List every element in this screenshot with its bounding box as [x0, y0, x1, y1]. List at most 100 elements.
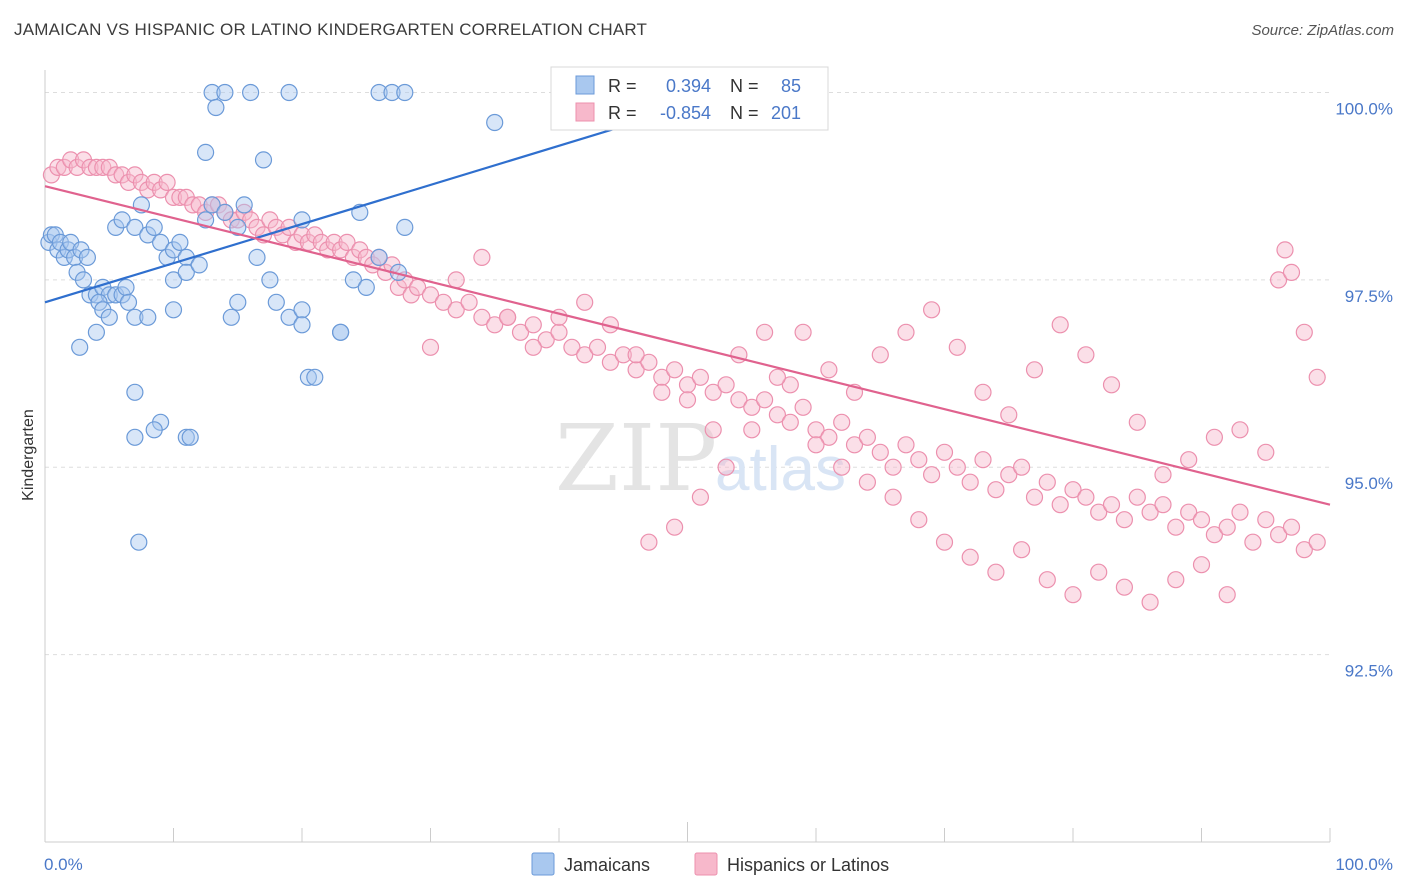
- hispanics-point-18: [158, 173, 176, 191]
- jamaicans-point-68: [370, 83, 388, 102]
- jamaicans-point-76: [139, 308, 157, 326]
- hispanics-point-167: [1205, 428, 1224, 446]
- hispanics-point-111: [1102, 496, 1121, 514]
- hispanics-point-132: [524, 338, 542, 356]
- hispanics-point-162: [1282, 263, 1301, 281]
- x-tick-label-1: 100.0%: [1335, 855, 1393, 874]
- hispanics-point-68: [550, 323, 568, 341]
- hispanics-point-168: [1180, 451, 1198, 469]
- hispanics-point-87: [794, 398, 812, 416]
- jamaicans-point-67: [396, 218, 414, 236]
- hispanics-trend-line: [44, 185, 1331, 506]
- jamaicans-point-10: [78, 248, 97, 266]
- jamaicans-point-26: [113, 211, 131, 229]
- stats-n-label-pink: N =: [730, 103, 759, 123]
- hispanics-point-183: [794, 323, 812, 341]
- hispanics-point-108: [1064, 481, 1082, 499]
- hispanics-point-158: [1192, 556, 1211, 574]
- jamaicans-point-77: [164, 301, 183, 319]
- y-tick-label-1: 95.0%: [1345, 474, 1393, 493]
- hispanics-point-141: [755, 323, 774, 341]
- hispanics-point-187: [691, 488, 710, 506]
- x-tick-labels: 0.0% 100.0%: [44, 855, 1393, 874]
- hispanics-point-129: [447, 271, 465, 289]
- hispanics-point-63: [486, 316, 504, 334]
- hispanics-point-86: [781, 413, 799, 431]
- hispanics-point-115: [1154, 496, 1172, 514]
- jamaicans-point-37: [177, 263, 195, 281]
- hispanics-point-139: [704, 421, 722, 439]
- hispanics-point-85: [768, 406, 787, 424]
- hispanics-point-90: [833, 413, 851, 431]
- jamaicans-point-43: [235, 196, 253, 214]
- hispanics-point-123: [1257, 511, 1275, 529]
- hispanics-point-88: [807, 421, 825, 439]
- hispanics-point-65: [511, 323, 530, 341]
- hispanics-point-163: [1295, 323, 1313, 341]
- jamaicans-point-55: [280, 308, 298, 326]
- hispanics-point-60: [447, 301, 465, 319]
- hispanics-point-130: [473, 248, 491, 266]
- hispanics-point-84: [755, 391, 774, 409]
- hispanics-point-184: [768, 368, 787, 386]
- jamaicans-point-50: [254, 151, 273, 169]
- hispanics-point-178: [922, 301, 941, 319]
- hispanics-point-117: [1180, 503, 1198, 521]
- axes: [44, 70, 1331, 843]
- hispanics-point-105: [1025, 488, 1044, 506]
- hispanics-point-160: [1269, 271, 1288, 289]
- stats-swatch-pink: [575, 102, 595, 122]
- jamaicans-point-34: [171, 233, 189, 251]
- jamaicans-point-74: [100, 308, 118, 326]
- hispanics-point-98: [935, 443, 954, 461]
- trend-lines: [44, 125, 1331, 506]
- hispanics-point-96: [910, 451, 928, 469]
- hispanics-point-144: [833, 458, 851, 476]
- jamaicans-point-63: [357, 278, 375, 296]
- hispanics-point-10: [107, 166, 125, 184]
- series-legend: Jamaicans Hispanics or Latinos: [531, 852, 889, 876]
- hispanics-point-182: [820, 361, 838, 379]
- hispanics-point-148: [935, 533, 954, 551]
- hispanics-point-186: [717, 458, 735, 476]
- hispanics-point-94: [884, 458, 902, 476]
- hispanics-point-143: [807, 436, 825, 454]
- jamaicans-point-12: [74, 271, 93, 289]
- hispanics-point-145: [858, 473, 877, 491]
- hispanics-point-89: [820, 428, 838, 446]
- stats-r-label-blue: R =: [608, 76, 637, 96]
- hispanics-point-67: [537, 331, 555, 349]
- hispanics-point-110: [1090, 503, 1108, 521]
- jamaicans-point-19: [117, 278, 135, 296]
- jamaicans-point-27: [126, 218, 144, 236]
- hispanics-point-137: [653, 383, 671, 401]
- hispanics-point-118: [1192, 511, 1211, 529]
- hispanics-point-185: [743, 421, 761, 439]
- jamaicans-point-58: [293, 316, 311, 334]
- jamaicans-point-57: [299, 368, 317, 386]
- hispanics-point-82: [730, 391, 748, 409]
- chart-source: Source: ZipAtlas.com: [1251, 22, 1394, 39]
- jamaicans-point-54: [267, 293, 285, 311]
- jamaicans-point-53: [261, 271, 279, 289]
- stats-swatch-blue: [575, 75, 595, 95]
- hispanics-point-92: [858, 428, 877, 446]
- jamaicans-trend-line: [44, 125, 624, 304]
- jamaicans-point-40: [203, 196, 221, 214]
- hispanics-point-83: [743, 398, 761, 416]
- jamaicans-point-83: [181, 428, 199, 446]
- hispanics-point-101: [974, 451, 992, 469]
- hispanics-point-119: [1205, 526, 1224, 544]
- jamaicans-point-61: [332, 323, 350, 341]
- jamaicans-point-78: [126, 383, 144, 401]
- hispanics-point-97: [922, 466, 941, 484]
- jamaicans-point-71: [486, 113, 504, 132]
- hispanics-point-136: [627, 346, 645, 364]
- hispanics-point-70: [576, 346, 594, 364]
- hispanics-point-62: [473, 308, 491, 326]
- hispanics-point-103: [1000, 466, 1018, 484]
- hispanics-point-8: [94, 158, 112, 176]
- hispanics-point-91: [845, 436, 864, 454]
- hispanics-point-72: [601, 353, 620, 371]
